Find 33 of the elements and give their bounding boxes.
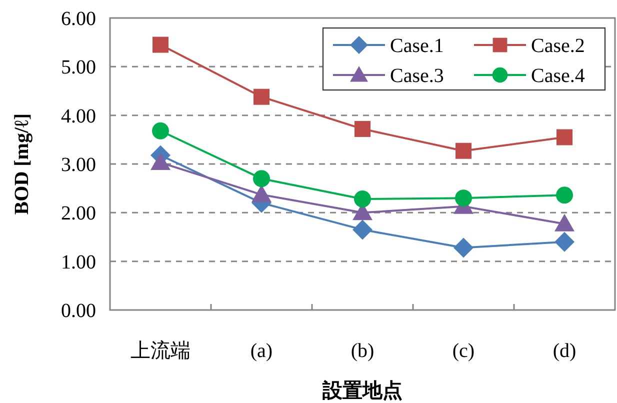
x-tick-label: 上流端 [130,340,190,362]
point [354,190,371,208]
legend-label: Case.1 [390,35,444,57]
x-tick-label: (c) [452,340,475,362]
point [152,122,169,140]
y-tick-label: 2.00 [61,202,96,225]
point [456,142,472,159]
y-axis-title: BOD [mg/ℓ] [11,113,33,215]
point [556,186,573,204]
point [352,220,372,240]
legend-label: Case.3 [390,65,444,87]
point [556,129,572,146]
x-axis-title: 設置地点 [322,379,402,402]
y-tick-label: 5.00 [61,56,96,79]
x-tick-label: (a) [250,340,273,362]
point [454,238,474,258]
legend-label: Case.2 [531,35,585,57]
y-tick-label: 1.00 [61,251,96,274]
point [152,36,168,53]
legend-label: Case.4 [531,65,585,87]
x-tick-label: (d) [552,340,576,362]
point [354,120,370,137]
point [253,170,270,188]
point [554,214,574,232]
point [554,232,574,252]
y-tick-label: 3.00 [61,154,96,176]
point [150,152,170,170]
x-tick-label: (b) [350,340,374,362]
y-tick-label: 4.00 [61,105,96,128]
point [254,88,270,105]
y-tick-label: 6.00 [61,8,96,30]
y-tick-label: 0.00 [61,300,96,322]
point [455,190,472,207]
